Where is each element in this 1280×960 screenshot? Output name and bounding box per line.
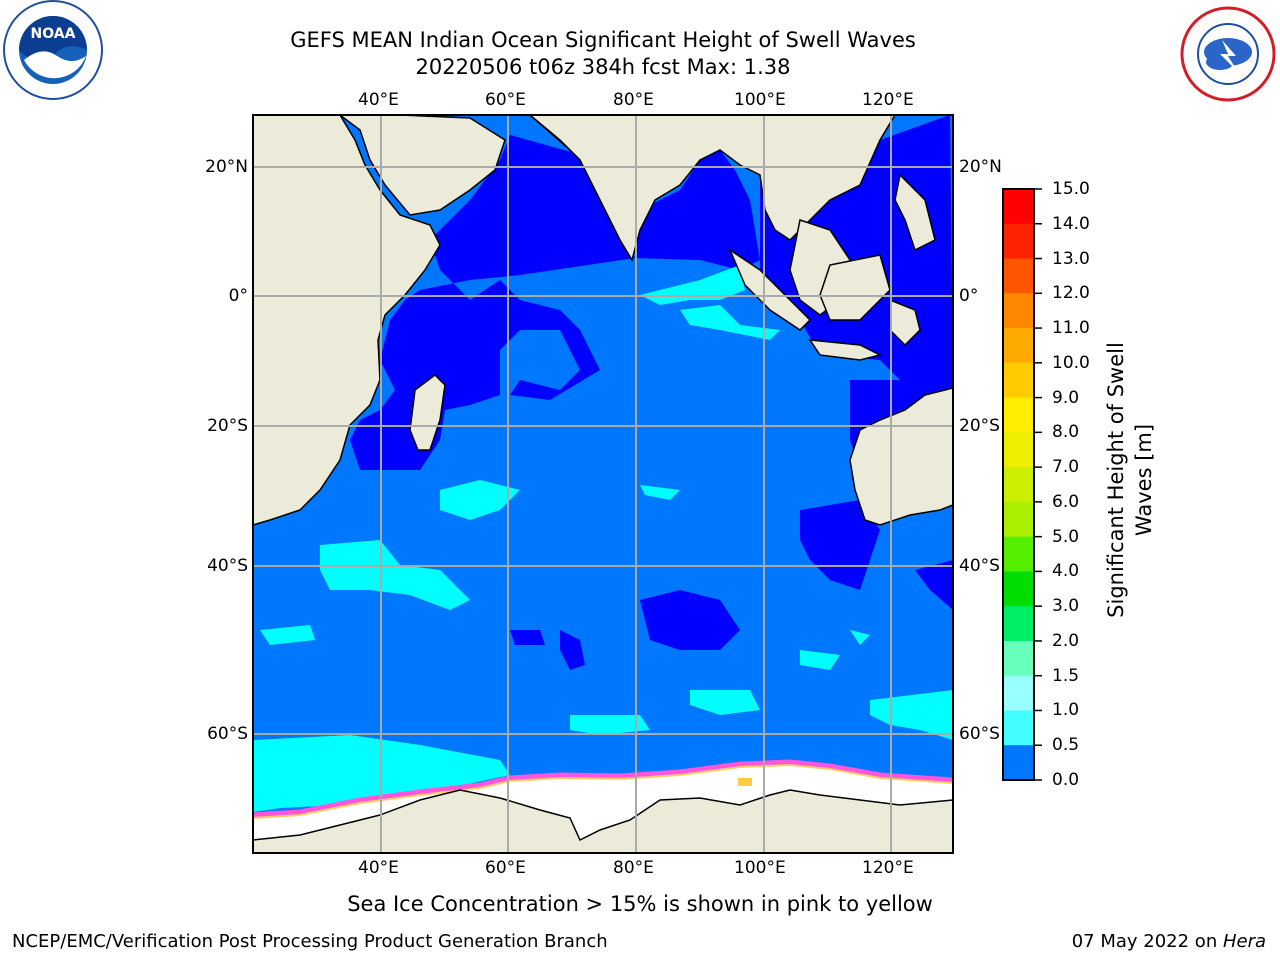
map-subtitle: 20220506 t06z 384h fcst Max: 1.38 [415, 55, 791, 79]
lon-tick-top: 100°E [734, 90, 786, 110]
colorbar-tick-label: 2.0 [1052, 630, 1080, 651]
colorbar-tick-label: 14.0 [1052, 213, 1090, 234]
ice-edge-inner [253, 763, 953, 819]
map-frame [252, 114, 954, 854]
colorbar-tick-label: 13.0 [1052, 248, 1090, 269]
footer-branch: NCEP/EMC/Verification Post Processing Pr… [12, 931, 608, 952]
lat-tick-right: 60°S [959, 724, 1000, 744]
lat-tick-right: 20°S [959, 416, 1000, 436]
colorbar-tick-label: 9.0 [1052, 387, 1080, 408]
lon-tick-bottom: 120°E [862, 858, 914, 878]
sea-ice-note-text: Sea Ice Concentration > 15% is shown in … [347, 892, 933, 916]
lon-tick-top: 120°E [862, 90, 914, 110]
ice-patch [738, 778, 752, 786]
colorbar-segment [1003, 536, 1034, 572]
colorbar-tick-label: 6.0 [1052, 491, 1080, 512]
colorbar-segment [1003, 467, 1034, 503]
lat-tick-right: 20°N [959, 157, 1002, 177]
colorbar-segment [1003, 675, 1034, 711]
colorbar-tick-label: 11.0 [1052, 318, 1090, 339]
lat-tick-left: 60°S [207, 724, 248, 744]
colorbar-segment [1003, 571, 1034, 607]
colorbar-segment [1003, 328, 1034, 364]
colorbar-tick-label: 3.0 [1052, 596, 1080, 617]
lat-tick-right: 0° [959, 286, 979, 306]
colorbar-segment [1003, 397, 1034, 433]
colorbar-tick-label: 8.0 [1052, 422, 1080, 443]
colorbar-segment [1003, 362, 1034, 399]
colorbar-segment [1003, 432, 1034, 468]
lon-tick-top: 40°E [358, 90, 399, 110]
lon-tick-bottom: 60°E [485, 858, 526, 878]
footer-date: 07 May 2022 on Hera [1072, 931, 1266, 953]
lon-tick-top: 80°E [613, 90, 654, 110]
noaa-logo: NOAA [3, 0, 103, 100]
colorbar-tick-label: 0.0 [1052, 770, 1080, 790]
lat-tick-left: 0° [228, 286, 248, 306]
colorbar-segment [1003, 223, 1034, 260]
colorbar-segment [1003, 293, 1034, 329]
colorbar-segments [1003, 189, 1034, 781]
colorbar-frame [1002, 188, 1035, 781]
footer-host: Hera [1222, 931, 1266, 952]
colorbar-tick-label: 10.0 [1052, 352, 1090, 373]
lat-tick-left: 20°N [205, 157, 248, 177]
colorbar-segment [1003, 640, 1034, 677]
colorbar-segment [1003, 501, 1034, 538]
ice-edge [253, 759, 953, 818]
lon-tick-bottom: 100°E [734, 858, 786, 878]
nws-logo [1180, 6, 1276, 102]
colorbar-tick-label: 15.0 [1052, 179, 1090, 199]
colorbar-segment [1003, 606, 1034, 642]
colorbar-tick-label: 4.0 [1052, 561, 1080, 582]
colorbar-segment [1003, 258, 1034, 294]
lat-tick-left: 40°S [207, 556, 248, 576]
lon-tick-bottom: 80°E [613, 858, 654, 878]
lat-tick-left: 20°S [207, 416, 248, 436]
colorbar-segment [1003, 745, 1034, 781]
colorbar-label: Significant Height of Swell Waves [m] [1104, 342, 1156, 618]
graticule [253, 115, 953, 853]
colorbar-tick-label: 1.0 [1052, 700, 1080, 721]
lon-tick-top: 60°E [485, 90, 526, 110]
colorbar-segment [1003, 710, 1034, 746]
colorbar-tick-label: 12.0 [1052, 283, 1090, 304]
sea-ice-note: Sea Ice Concentration > 15% is shown in … [0, 891, 1280, 917]
colorbar-segment [1003, 189, 1034, 225]
noaa-logo-text: NOAA [31, 26, 76, 42]
map-title: GEFS MEAN Indian Ocean Significant Heigh… [290, 28, 916, 52]
colorbar-tick-label: 5.0 [1052, 526, 1080, 547]
colorbar-tick-label: 1.5 [1052, 665, 1080, 686]
colorbar-tick-label: 7.0 [1052, 457, 1080, 478]
lon-tick-bottom: 40°E [358, 858, 399, 878]
lat-tick-right: 40°S [959, 556, 1000, 576]
colorbar [1002, 188, 1042, 781]
colorbar-tick-label: 0.5 [1052, 735, 1080, 756]
footer-date-text: 07 May 2022 on [1071, 931, 1223, 952]
